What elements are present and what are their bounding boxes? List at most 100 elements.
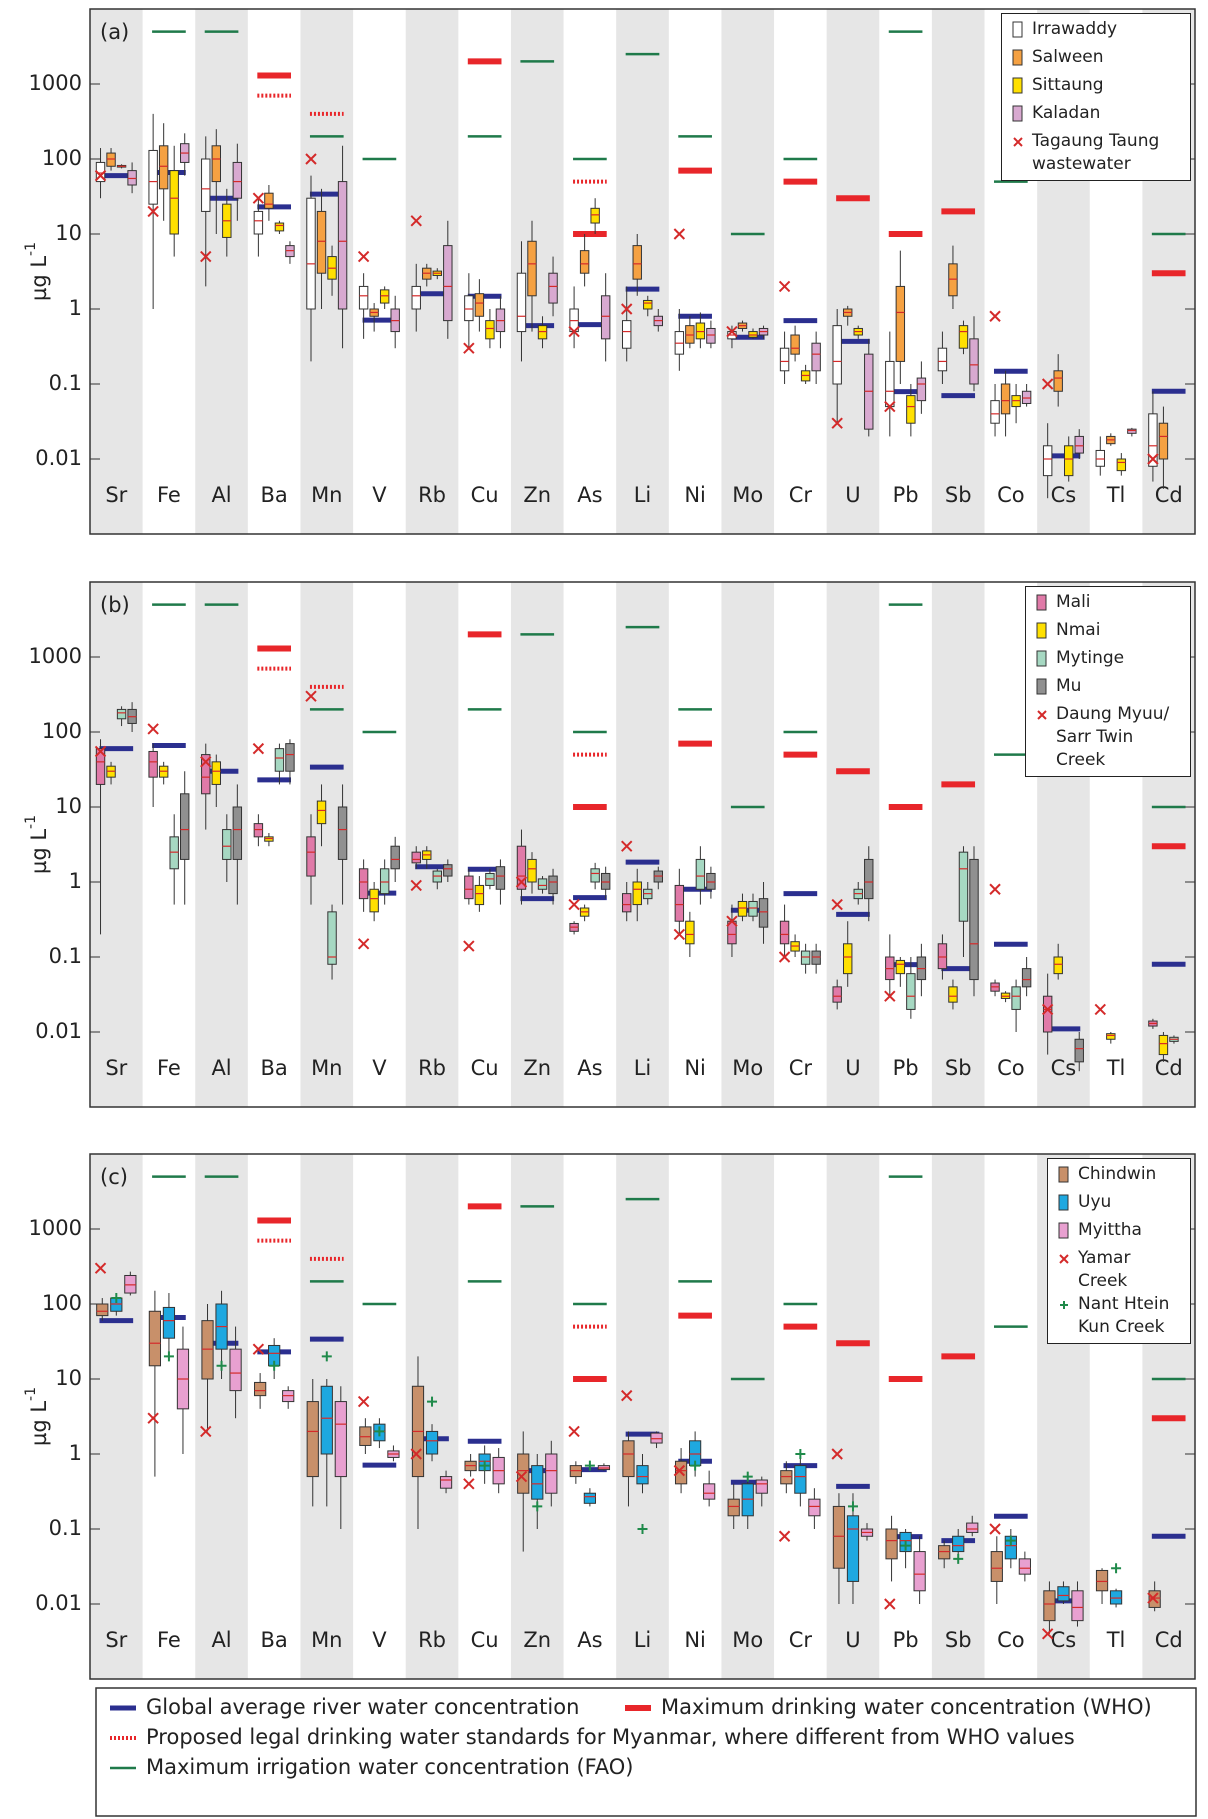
box: [358, 868, 369, 900]
column-shade: [195, 1154, 248, 1679]
box: [254, 1381, 267, 1397]
point-marker: [463, 1478, 475, 1490]
y-tick-label: 0.1: [49, 944, 82, 968]
y-tick-label: 10: [55, 221, 82, 245]
legend-swatch: [1058, 1166, 1069, 1183]
point-marker: [463, 940, 475, 952]
x-category-label: Mo: [732, 1628, 763, 1652]
x-category-label: Li: [634, 483, 652, 507]
column-shade: [931, 582, 985, 1107]
point-marker: [515, 876, 528, 888]
box: [527, 858, 537, 883]
x-category-label: Cr: [789, 483, 813, 507]
y-tick-label: 1: [69, 296, 82, 320]
box: [162, 1306, 176, 1339]
point-marker: [584, 1460, 595, 1471]
y-tick-label: 100: [42, 719, 82, 743]
legend-marker: [1056, 1219, 1078, 1247]
box: [425, 1430, 439, 1455]
legend-label: Uyu: [1078, 1192, 1112, 1212]
x-category-label: Cs: [1051, 483, 1077, 507]
legend-swatch: [1012, 77, 1023, 94]
box: [232, 161, 243, 199]
box: [703, 1483, 716, 1500]
box: [916, 377, 927, 402]
legend-swatch: [1037, 710, 1047, 720]
box: [895, 959, 906, 975]
point-marker: [742, 1471, 753, 1482]
column-shade: [510, 1154, 564, 1679]
x-category-label: Rb: [418, 483, 446, 507]
legend-box: [1012, 21, 1023, 38]
x-category-label: Sr: [105, 1056, 127, 1080]
legend-label: Nmai: [1056, 620, 1101, 640]
legend-label: Salween: [1032, 47, 1104, 67]
x-category-label: Tl: [1106, 1056, 1126, 1080]
x-category-label: Cd: [1155, 483, 1183, 507]
box: [443, 864, 453, 877]
x-category-label: Mn: [311, 1628, 342, 1652]
box: [127, 170, 137, 186]
point-marker: [1041, 1628, 1054, 1640]
panel: 0.01 0.1 1 10 100 1000 µg L-1 (c) Sr Fe Al Ba Mn V Rb C…: [23, 1153, 1196, 1680]
point-marker: [410, 879, 422, 892]
box: [1158, 1034, 1169, 1056]
point-marker: [252, 1343, 265, 1355]
x-category-label: Cs: [1051, 1056, 1077, 1080]
x-category-label: Fe: [157, 1056, 181, 1080]
legend-swatch: [1012, 105, 1023, 122]
box: [148, 750, 158, 778]
y-tick-label: 1: [69, 1441, 82, 1465]
y-tick-label: 1000: [29, 1216, 82, 1240]
x-category-label: Zn: [523, 483, 551, 507]
legend: Irrawaddy Salween Sittaung Kaladan Tagaung T…: [1001, 13, 1191, 181]
legend-box: [1036, 650, 1047, 667]
legend-swatch: [1058, 1222, 1069, 1239]
column-shade: [721, 582, 775, 1107]
box: [1095, 1569, 1109, 1592]
point-marker: [673, 228, 686, 240]
legend-box: [1058, 1166, 1069, 1183]
legend-label: Tagaung Taung wastewater: [1032, 131, 1160, 174]
box: [390, 845, 400, 870]
legend-label: Sittaung: [1032, 75, 1104, 95]
box: [600, 872, 611, 890]
box: [779, 920, 790, 945]
legend-box: [1036, 594, 1047, 611]
box: [222, 829, 232, 860]
box: [253, 210, 264, 235]
box: [741, 1483, 754, 1517]
box: [1042, 445, 1053, 477]
point-marker: [1041, 1003, 1054, 1016]
y-tick-label: 0.01: [35, 1591, 82, 1615]
plot-frame: [89, 8, 1196, 535]
y-label-sup: -1: [23, 242, 39, 256]
box: [1021, 968, 1032, 988]
x-category-label: Mo: [732, 483, 763, 507]
legend-box: [1036, 622, 1047, 639]
box: [95, 748, 106, 785]
point-marker: [1013, 137, 1023, 147]
x-category-label: Tl: [1106, 1628, 1126, 1652]
box: [1043, 1590, 1056, 1622]
legend-entry: Mali: [1034, 591, 1182, 619]
point-marker: [357, 1395, 370, 1408]
box: [622, 1440, 635, 1478]
y-axis-label: µg L-1: [23, 815, 51, 874]
box: [169, 170, 179, 235]
box: [706, 872, 716, 890]
box: [1116, 458, 1127, 472]
box: [685, 920, 695, 945]
legend-swatch: [1060, 1301, 1068, 1309]
x-category-label: Ba: [261, 483, 288, 507]
box: [1042, 995, 1053, 1033]
legend-marker: [1010, 130, 1032, 158]
x-category-label: Co: [997, 1628, 1025, 1652]
box: [952, 1535, 965, 1553]
box: [369, 888, 379, 913]
point-marker: [1037, 710, 1047, 720]
legend-box: [1058, 1222, 1069, 1239]
box: [337, 806, 348, 860]
box: [948, 986, 958, 1003]
box: [864, 858, 874, 900]
